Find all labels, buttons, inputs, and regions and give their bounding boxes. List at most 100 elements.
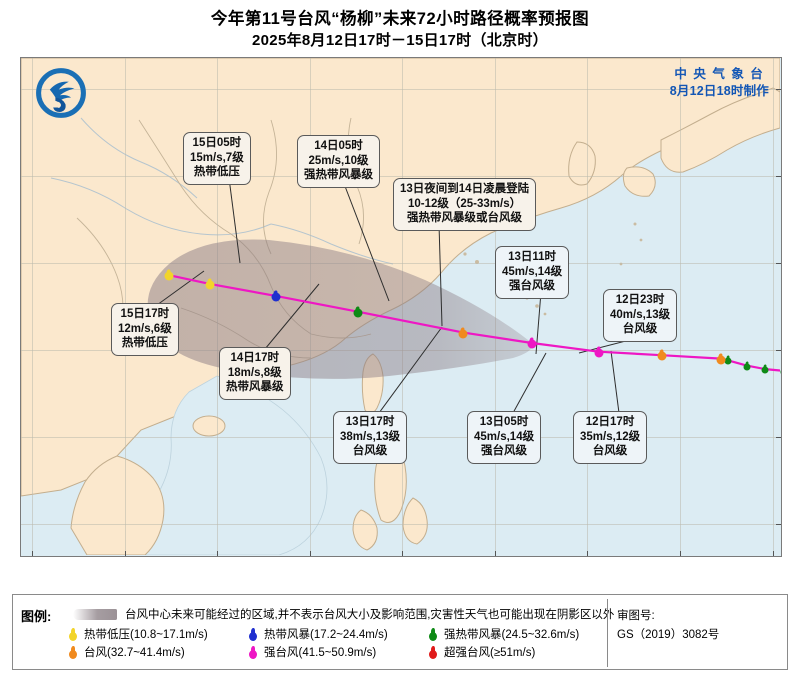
- legend-item: 强热带风暴(24.5~32.6m/s): [429, 626, 609, 642]
- legend-item: 台风(32.7~41.4m/s): [69, 644, 249, 660]
- callout-line: 15日17时: [120, 308, 170, 320]
- callout-leader-line: [610, 350, 620, 414]
- callout-line: 13日夜间到14日凌晨登陆: [400, 183, 530, 195]
- legend-item-label: 强热带风暴(24.5~32.6m/s): [444, 629, 580, 641]
- callout-line: 25m/s,10级: [308, 154, 369, 167]
- track-point-marker[interactable]: [780, 366, 781, 376]
- track-point-marker[interactable]: [527, 337, 537, 349]
- forecast-callout[interactable]: 14日05时 25m/s,10级 强热带风暴级: [297, 135, 380, 188]
- callout-line: 12m/s,6级: [118, 322, 172, 335]
- callout-line: 14日05时: [314, 140, 363, 152]
- title-sub: 2025年8月12日17时－15日17时（北京时）: [252, 32, 548, 49]
- track-point-marker[interactable]: [458, 327, 468, 339]
- track-point-marker[interactable]: [761, 364, 769, 374]
- forecast-callout[interactable]: 12日17时 35m/s,12级 台风级: [573, 411, 648, 464]
- track-point-marker[interactable]: [353, 306, 363, 318]
- legend-cone-note: 台风中心未来可能经过的区域,并不表示台风大小及影响范围,灾害性天气也可能出现在阴…: [125, 609, 615, 621]
- typhoon-intensity-icon: [429, 645, 437, 659]
- forecast-callout[interactable]: 12日23时 40m/s,13级 台风级: [603, 289, 678, 342]
- track-point-marker[interactable]: [164, 269, 174, 281]
- legend-item-label: 超强台风(≥51m/s): [444, 647, 536, 659]
- legend-item-label: 强台风(41.5~50.9m/s): [264, 647, 377, 659]
- credit-line-2: 8月12日18时制作: [669, 84, 769, 98]
- tick-longitude: [494, 551, 496, 556]
- track-line: [727, 359, 780, 372]
- callout-leader-line: [228, 177, 241, 264]
- typhoon-intensity-icon: [429, 627, 437, 641]
- forecast-callout[interactable]: 15日17时 12m/s,6级 热带低压: [111, 303, 179, 356]
- gridline-latitude: [21, 523, 781, 525]
- callout-line: 15日05时: [192, 137, 242, 149]
- callout-leader-line: [342, 180, 390, 302]
- legend-divider: [607, 599, 609, 667]
- callout-line: 强台风级: [481, 445, 528, 457]
- typhoon-intensity-icon: [249, 627, 257, 641]
- forecast-callout[interactable]: 13日11时 45m/s,14级 强台风级: [495, 246, 570, 299]
- callout-line: 台风级: [352, 445, 388, 457]
- callout-line: 热带低压: [121, 337, 168, 349]
- typhoon-intensity-icon: [69, 627, 77, 641]
- gridline-longitude: [680, 58, 682, 556]
- callout-line: 40m/s,13级: [610, 308, 671, 321]
- callout-line: 12日17时: [585, 416, 635, 428]
- legend-item: 强台风(41.5~50.9m/s): [249, 644, 429, 660]
- title-main: 今年第11号台风“杨柳”未来72小时路径概率预报图: [210, 10, 590, 28]
- callout-line: 热带风暴级: [226, 381, 284, 393]
- callout-line: 35m/s,12级: [580, 430, 641, 443]
- tick-latitude: [776, 436, 781, 438]
- typhoon-intensity-icon: [69, 645, 77, 659]
- callout-line: 38m/s,13级: [340, 430, 401, 443]
- gridline-latitude: [21, 176, 781, 178]
- callout-leader-line: [438, 223, 443, 327]
- callout-line: 13日05时: [479, 416, 529, 428]
- tick-longitude: [309, 551, 311, 556]
- callout-line: 18m/s,8级: [227, 366, 282, 379]
- callout-leader-line: [156, 270, 205, 306]
- audit-label: 审图号:: [617, 610, 655, 622]
- callout-line: 13日17时: [345, 416, 395, 428]
- callout-line: 45m/s,14级: [502, 265, 563, 278]
- tick-longitude: [217, 551, 219, 556]
- tick-latitude: [776, 349, 781, 351]
- credit-line-1: 中 央 气 象 台: [674, 67, 765, 81]
- legend-left-section: 图例: 台风中心未来可能经过的区域,并不表示台风大小及影响范围,灾害性天气也可能…: [13, 595, 614, 669]
- typhoon-intensity-icon: [249, 645, 257, 659]
- forecast-callout[interactable]: 13日17时 38m/s,13级 台风级: [333, 411, 408, 464]
- track-point-marker[interactable]: [716, 353, 726, 365]
- legend-item-label: 热带低压(10.8~17.1m/s): [84, 629, 208, 641]
- track-point-marker[interactable]: [271, 290, 281, 302]
- callout-line: 台风级: [622, 323, 658, 335]
- track-point-marker[interactable]: [657, 349, 667, 361]
- forecast-callout[interactable]: 13日05时 45m/s,14级 强台风级: [467, 411, 542, 464]
- track-point-marker[interactable]: [205, 278, 215, 290]
- audit-value: GS（2019）3082号: [617, 629, 720, 641]
- forecast-callout[interactable]: 15日05时 15m/s,7级 热带低压: [183, 132, 251, 185]
- forecast-map[interactable]: 中 央 气 象 台 8月12日18时制作 15日05时 15m/s,7级 热带低压 1…: [20, 57, 782, 557]
- callout-leader-line: [378, 326, 443, 414]
- gridline-longitude: [772, 58, 774, 556]
- issuing-agency-credit: 中 央 气 象 台 8月12日18时制作: [670, 66, 769, 100]
- tick-latitude: [776, 89, 781, 91]
- gridline-longitude: [32, 58, 34, 556]
- tick-longitude: [32, 551, 34, 556]
- track-point-marker[interactable]: [594, 346, 604, 358]
- callout-line: 15m/s,7级: [190, 151, 244, 164]
- legend-item-label: 热带风暴(17.2~24.4m/s): [264, 629, 388, 641]
- tick-longitude: [402, 551, 404, 556]
- tick-latitude: [776, 523, 781, 525]
- callout-leader-line: [512, 352, 547, 414]
- tick-longitude: [587, 551, 589, 556]
- tick-latitude: [776, 263, 781, 265]
- forecast-callout[interactable]: 14日17时 18m/s,8级 热带风暴级: [219, 347, 291, 400]
- page-title: 今年第11号台风“杨柳”未来72小时路径概率预报图 2025年8月12日17时－…: [0, 8, 800, 52]
- track-point-marker[interactable]: [724, 355, 732, 365]
- forecast-callout[interactable]: 13日夜间到14日凌晨登陆 10-12级（25-33m/s） 强热带风暴级或台风级: [393, 178, 537, 231]
- legend-category-grid: 热带低压(10.8~17.1m/s) 热带风暴(17.2~24.4m/s) 强热带风…: [69, 626, 609, 660]
- legend-panel: 图例: 台风中心未来可能经过的区域,并不表示台风大小及影响范围,灾害性天气也可能…: [12, 594, 788, 670]
- track-point-marker[interactable]: [743, 361, 751, 371]
- callout-line: 10-12级（25-33m/s）: [407, 197, 522, 210]
- gridline-longitude: [587, 58, 589, 556]
- gridline-latitude: [21, 89, 781, 91]
- callout-line: 13日11时: [508, 251, 557, 263]
